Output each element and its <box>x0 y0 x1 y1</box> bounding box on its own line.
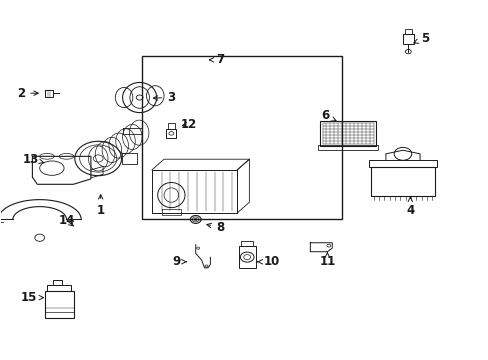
Text: 11: 11 <box>319 252 335 268</box>
Text: 5: 5 <box>413 32 428 45</box>
Bar <box>318 145 377 149</box>
Text: 13: 13 <box>23 153 44 166</box>
Bar <box>142 56 341 220</box>
Bar <box>53 280 62 285</box>
Text: 4: 4 <box>406 197 413 217</box>
Bar <box>166 129 176 138</box>
Text: 15: 15 <box>21 291 43 304</box>
Text: 12: 12 <box>180 118 196 131</box>
Bar <box>320 121 375 146</box>
Bar <box>47 285 71 291</box>
Bar <box>404 30 411 34</box>
Bar <box>368 160 436 167</box>
Text: 10: 10 <box>257 255 279 268</box>
Bar <box>44 291 74 318</box>
Bar <box>238 246 255 268</box>
Text: 14: 14 <box>58 214 75 227</box>
Text: 9: 9 <box>172 255 186 268</box>
Text: 7: 7 <box>209 53 224 66</box>
Bar <box>370 167 434 196</box>
Text: 3: 3 <box>153 91 175 104</box>
Text: 2: 2 <box>17 87 38 100</box>
Text: 6: 6 <box>320 109 335 122</box>
Text: 1: 1 <box>97 195 104 217</box>
Bar <box>402 34 413 44</box>
Text: 8: 8 <box>206 221 224 234</box>
